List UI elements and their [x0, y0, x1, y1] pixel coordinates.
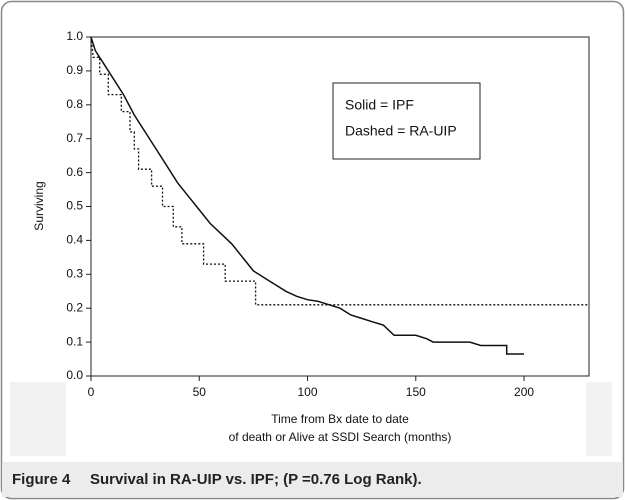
caption: Survival in RA-UIP vs. IPF; (P =0.76 Log… — [90, 471, 422, 488]
x-tick-label: 150 — [406, 385, 426, 399]
y-tick-label: 0.5 — [66, 199, 83, 213]
x-tick-label: 100 — [298, 385, 318, 399]
y-tick-label: 0.2 — [66, 300, 83, 314]
y-tick-label: 1.0 — [66, 29, 83, 43]
x-tick-label: 50 — [193, 385, 207, 399]
y-tick-label: 0.6 — [66, 165, 83, 179]
legend-text: Solid = IPF — [345, 97, 414, 113]
caption-band — [2, 462, 623, 497]
legend-text: Dashed = RA-UIP — [345, 123, 457, 139]
survival-curve — [90, 36, 524, 355]
caption-label: Figure 4 — [12, 471, 71, 488]
scan-patch — [586, 382, 612, 456]
y-tick-label: 0.4 — [66, 233, 83, 247]
x-axis-label: of death or Alive at SSDI Search (months… — [229, 430, 452, 444]
legend-box — [332, 82, 481, 160]
y-tick-label: 0.1 — [66, 334, 83, 348]
survival-curve — [90, 36, 589, 306]
y-tick-label: 0.8 — [66, 97, 83, 111]
y-axis-label: Surviving — [32, 181, 46, 230]
y-tick-label: 0.7 — [66, 131, 83, 145]
scan-patch — [10, 382, 66, 456]
x-axis-label: Time from Bx date to date — [271, 412, 409, 426]
x-tick-label: 0 — [88, 385, 95, 399]
y-tick-label: 0.3 — [66, 266, 83, 280]
y-tick-label: 0.0 — [66, 368, 83, 382]
x-tick-label: 200 — [514, 385, 534, 399]
y-tick-label: 0.9 — [66, 63, 83, 77]
